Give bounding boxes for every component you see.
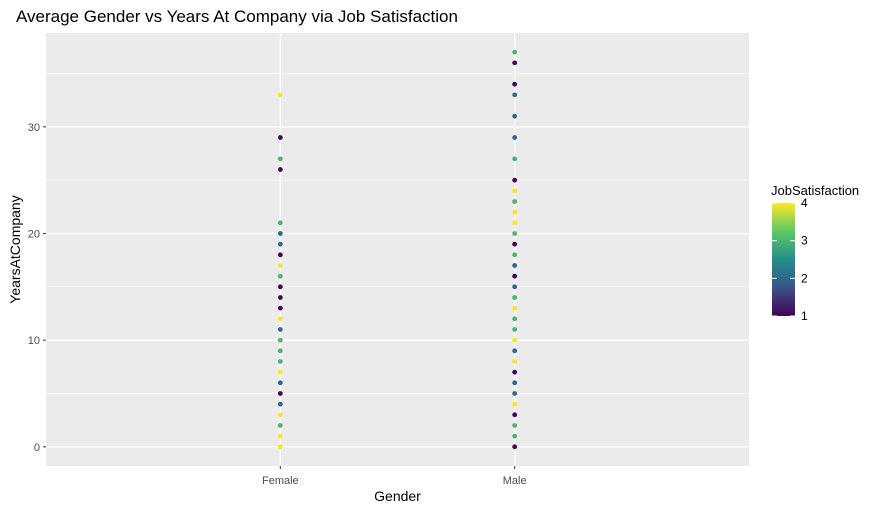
data-point	[512, 113, 518, 119]
data-point	[512, 252, 518, 258]
legend-tick-label: 4	[801, 196, 808, 210]
data-point	[277, 263, 283, 268]
data-point	[512, 49, 518, 55]
data-point	[277, 412, 283, 418]
data-point	[512, 369, 518, 375]
data-point	[512, 60, 518, 66]
data-point	[512, 273, 518, 279]
x-axis: Female Male	[262, 466, 527, 487]
data-point	[512, 263, 518, 268]
data-point	[512, 295, 518, 300]
data-point	[512, 135, 518, 140]
data-point	[277, 348, 283, 354]
data-point	[512, 337, 518, 343]
data-point	[512, 316, 518, 322]
data-point	[512, 444, 518, 450]
data-point	[512, 81, 518, 87]
data-point	[512, 348, 518, 354]
data-point	[512, 177, 518, 183]
data-point	[277, 391, 283, 396]
data-point	[512, 401, 518, 407]
legend-tick-label: 2	[801, 271, 808, 285]
data-point	[277, 252, 283, 258]
legend: JobSatisfaction 1 2 3 4	[771, 183, 859, 323]
data-point	[277, 305, 283, 311]
data-point	[277, 156, 283, 162]
x-axis-title: Gender	[374, 488, 421, 504]
data-point	[277, 241, 283, 247]
data-point	[277, 327, 283, 332]
y-tick-label: 20	[28, 229, 40, 241]
data-point	[512, 156, 518, 162]
data-point	[512, 199, 518, 204]
data-point	[512, 231, 518, 236]
data-point	[277, 337, 283, 343]
y-tick-label: 30	[28, 122, 40, 134]
legend-ticks: 1 2 3 4	[772, 196, 808, 323]
legend-tick-label: 1	[801, 309, 808, 323]
data-point	[512, 305, 518, 311]
data-point	[512, 327, 518, 332]
data-point	[277, 167, 283, 172]
x-tick-label: Female	[262, 475, 299, 487]
data-point	[277, 231, 283, 236]
data-point	[277, 401, 283, 407]
data-points	[277, 49, 518, 450]
y-axis-title: YearsAtCompany	[7, 195, 23, 303]
y-axis: 0 10 20 30	[28, 122, 46, 454]
y-tick-label: 0	[34, 442, 40, 454]
data-point	[277, 444, 283, 450]
data-point	[512, 241, 518, 247]
data-point	[277, 433, 283, 439]
data-point	[512, 380, 518, 386]
legend-tick-label: 3	[801, 234, 808, 248]
data-point	[277, 359, 283, 364]
data-point	[512, 433, 518, 439]
data-point	[512, 220, 518, 226]
data-point	[277, 295, 283, 300]
data-point	[277, 369, 283, 375]
data-point	[512, 284, 518, 290]
data-point	[277, 316, 283, 322]
data-point	[277, 92, 283, 98]
data-point	[512, 412, 518, 418]
data-point	[512, 391, 518, 396]
data-point	[512, 209, 518, 215]
data-point	[277, 284, 283, 290]
legend-colorbar	[772, 203, 795, 316]
data-point	[277, 273, 283, 279]
data-point	[512, 423, 518, 428]
data-point	[277, 380, 283, 386]
x-tick-label: Male	[503, 475, 527, 487]
chart-title: Average Gender vs Years At Company via J…	[16, 7, 458, 26]
data-point	[277, 135, 283, 140]
data-point	[277, 423, 283, 428]
data-point	[277, 220, 283, 226]
data-point	[512, 188, 518, 194]
data-point	[512, 92, 518, 98]
legend-title: JobSatisfaction	[771, 183, 859, 198]
plot-panel	[46, 33, 749, 466]
y-tick-label: 10	[28, 335, 40, 347]
data-point	[512, 359, 518, 364]
